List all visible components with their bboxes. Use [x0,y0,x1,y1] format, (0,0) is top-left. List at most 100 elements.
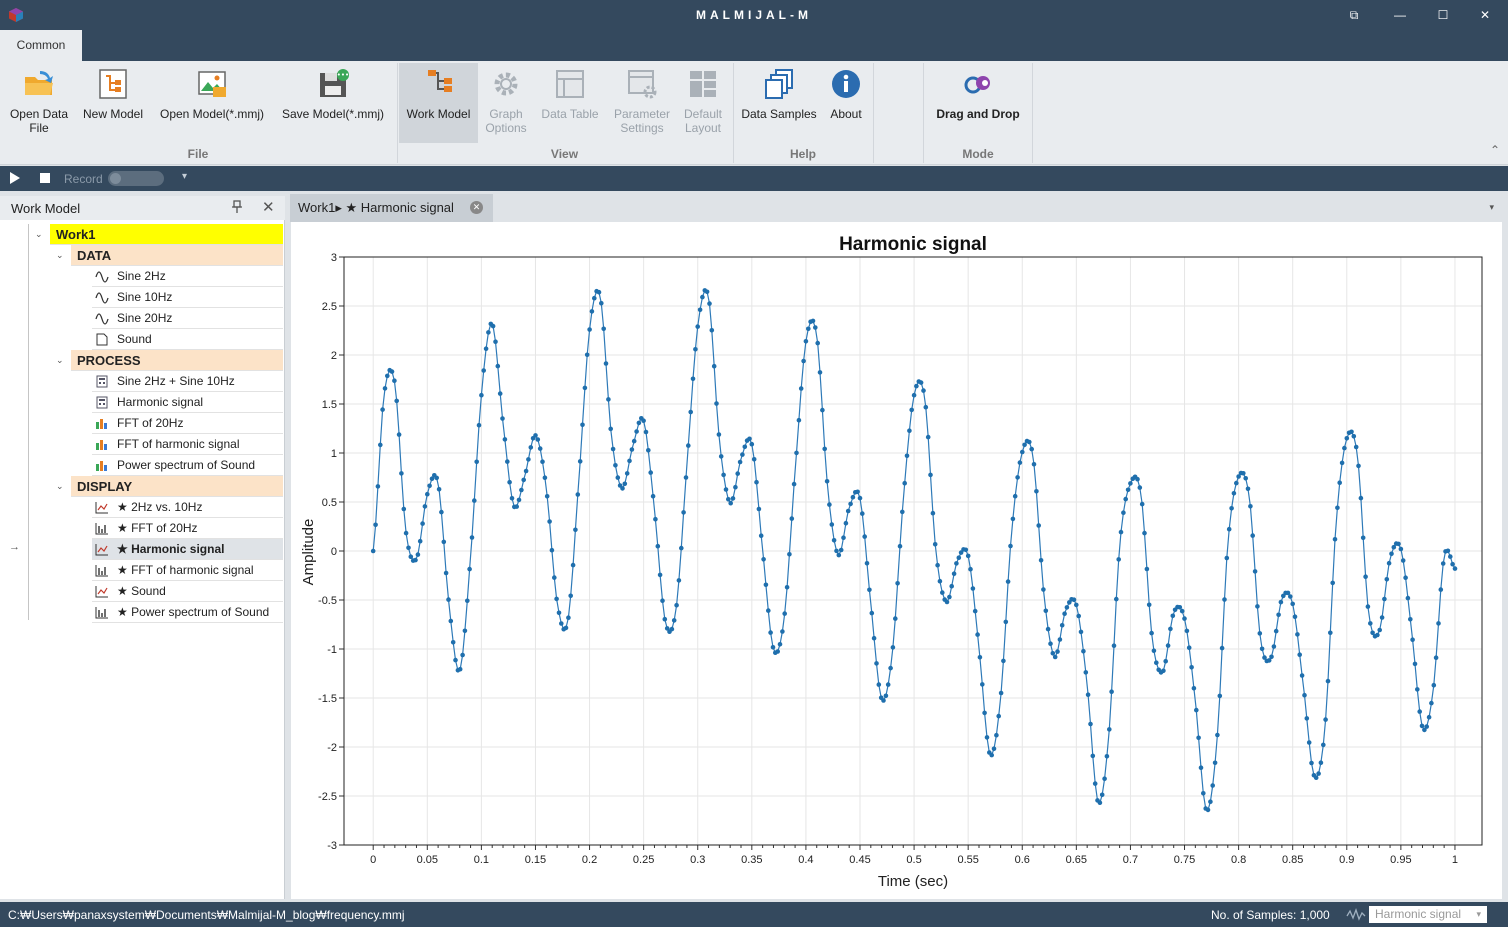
pin-icon[interactable] [232,200,242,216]
data-point [403,530,409,536]
tree-item-display[interactable]: ★ FFT of 20Hz [92,518,283,539]
y-tick-label: -1 [327,644,337,656]
data-point [1142,530,1147,536]
tree-item-process[interactable]: FFT of harmonic signal [92,434,283,455]
expand-chevron-icon[interactable]: ⌄ [56,250,64,260]
data-point [601,326,606,332]
harmonic-signal-chart[interactable]: Harmonic signal Time (sec) Amplitude 0 0.… [291,222,1502,899]
y-tick-label: 1.5 [322,399,337,411]
data-point [615,475,621,480]
tree-item-data-label: Sine 2Hz [117,269,166,283]
tree-item-data[interactable]: Sound [92,329,283,350]
data-point [523,468,529,474]
data-point [1342,445,1347,451]
data-point [1419,723,1425,729]
x-tick-label: 0.7 [1123,854,1138,866]
data-point [845,508,851,514]
tree-item-process[interactable]: Power spectrum of Sound [92,455,283,476]
data-point [1076,613,1081,619]
data-point [422,504,428,509]
document-tab[interactable]: Work1▸ ★ Harmonic signal ✕ [290,194,493,222]
data-point [570,562,576,568]
data-point [782,611,787,616]
play-icon[interactable] [10,172,20,184]
data-point [610,446,616,452]
work-model-button[interactable]: Work Model [399,63,478,143]
ribbon-separator [733,63,734,163]
data-point [1257,631,1263,636]
data-point [434,475,439,481]
open-data-file-button[interactable]: Open Data File [4,63,74,143]
data-samples-button[interactable]: Data Samples [738,63,820,143]
tree-item-data[interactable]: Sine 20Hz [92,308,283,329]
restore-layout-icon[interactable]: ⧉ [1349,8,1359,22]
data-point [505,459,510,464]
tree-category-process[interactable]: PROCESS [71,350,283,371]
tree-item-display[interactable]: ★ FFT of harmonic signal [92,560,283,581]
data-point [1382,596,1387,602]
data-point [540,459,545,464]
data-point [1245,486,1251,492]
drag-and-drop-button[interactable]: Drag and Drop [926,63,1030,143]
graph-options-button[interactable]: Graph Options [480,63,532,143]
tree-item-process[interactable]: Harmonic signal [92,392,283,413]
expand-chevron-icon[interactable]: ⌄ [35,229,43,239]
graph-select-value: Harmonic signal [1375,907,1462,921]
close-button[interactable]: ✕ [1479,8,1491,22]
expand-chevron-icon[interactable]: ⌄ [56,481,64,491]
axis-ticks: 0 0.05 0.1 0.15 0.2 0.25 0.3 0.35 0.4 0.45 0.5 0.55… [318,252,1458,866]
data-point [1440,561,1446,566]
tree-item-data[interactable]: Sine 10Hz [92,287,283,308]
collapse-ribbon-icon[interactable]: ⌃ [1490,143,1501,157]
y-tick-label: -2.5 [318,791,337,803]
data-point [1349,429,1354,435]
data-point [1276,612,1281,618]
about-button[interactable]: About [824,63,868,143]
data-point [650,493,656,499]
data-point [900,509,905,515]
tree-item-display[interactable]: ★ Harmonic signal [92,539,283,560]
record-dropdown-icon[interactable]: ▾ [182,171,188,182]
data-point [1316,771,1321,776]
tree-category-display[interactable]: DISPLAY [71,476,283,497]
save-model-button[interactable]: ••• Save Model(*.mmj) [276,63,390,143]
data-point [643,429,649,435]
tab-common[interactable]: Common [0,30,82,61]
data-point [1255,604,1260,609]
expand-chevron-icon[interactable]: ⌄ [56,355,64,365]
grid [344,256,1482,846]
tree-item-data[interactable]: Sine 2Hz [92,266,283,287]
data-point [1135,476,1140,482]
tab-list-dropdown-icon[interactable]: ▾ [1489,202,1494,212]
data-table-button[interactable]: Data Table [537,63,603,143]
tree-root-work1[interactable]: Work1 [50,224,283,245]
data-point [758,533,764,538]
record-toggle[interactable] [108,171,164,186]
layout-icon [690,71,716,97]
data-point [631,438,637,444]
minimize-button[interactable]: — [1394,8,1406,22]
panel-close-icon[interactable]: ✕ [262,199,275,216]
graph-select[interactable]: Harmonic signal ▾ [1369,906,1487,923]
tree-item-display[interactable]: ★ Power spectrum of Sound [92,602,283,623]
maximize-button[interactable]: ☐ [1437,8,1449,22]
tree-item-process[interactable]: Sine 2Hz + Sine 10Hz [92,371,283,392]
data-point [822,446,827,452]
new-model-button[interactable]: New Model [78,63,148,143]
open-model-button[interactable]: Open Model(*.mmj) [154,63,270,143]
default-layout-button[interactable]: Default Layout [680,63,726,143]
tree-item-process[interactable]: FFT of 20Hz [92,413,283,434]
tree-category-data[interactable]: DATA [71,245,283,266]
data-point [664,626,670,631]
parameter-settings-button[interactable]: Parameter Settings [608,63,676,143]
ribbon-separator [873,63,874,163]
chart-title: Harmonic signal [839,234,987,255]
data-point [1410,637,1415,642]
stop-icon[interactable] [40,173,50,183]
tree-item-display[interactable]: ★ 2Hz vs. 10Hz [92,497,283,518]
data-point [716,432,722,437]
tab-close-icon[interactable]: ✕ [470,201,483,214]
data-point [479,392,484,398]
tree-item-display[interactable]: ★ Sound [92,581,283,602]
data-point [1321,742,1326,748]
